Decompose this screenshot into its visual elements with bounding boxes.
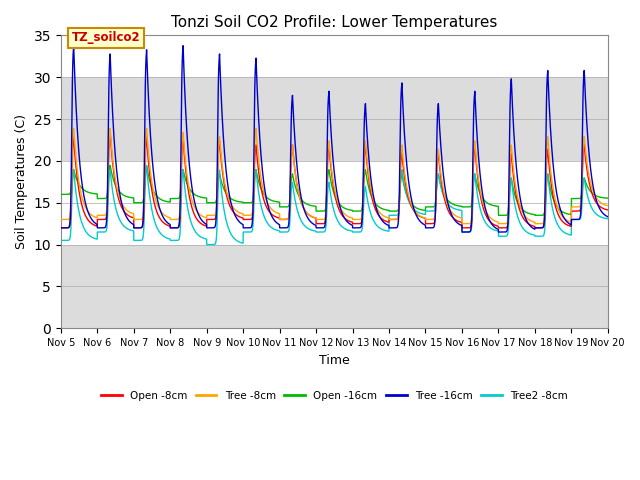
Title: Tonzi Soil CO2 Profile: Lower Temperatures: Tonzi Soil CO2 Profile: Lower Temperatur… [171, 15, 497, 30]
X-axis label: Time: Time [319, 354, 349, 367]
Bar [61, 77, 608, 161]
Y-axis label: Soil Temperatures (C): Soil Temperatures (C) [15, 114, 28, 249]
Bar [61, 245, 608, 328]
Legend: Open -8cm, Tree -8cm, Open -16cm, Tree -16cm, Tree2 -8cm: Open -8cm, Tree -8cm, Open -16cm, Tree -… [97, 387, 572, 405]
Text: TZ_soilco2: TZ_soilco2 [72, 31, 140, 44]
